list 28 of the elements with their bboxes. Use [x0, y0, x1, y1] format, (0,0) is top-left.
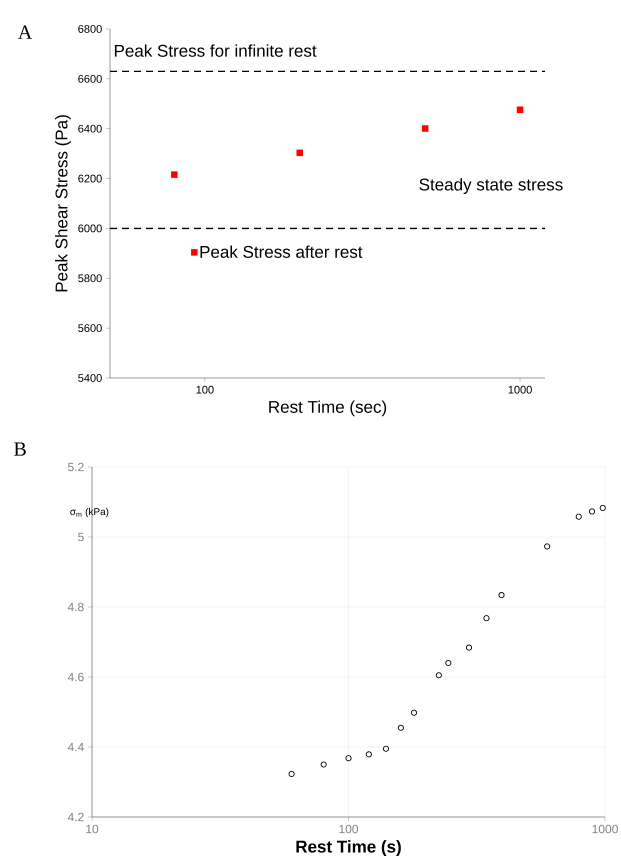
x-tick-label: 100	[196, 386, 214, 394]
x-tick-label: 1000	[592, 824, 618, 834]
y-tick-label: 6600	[78, 74, 102, 83]
y-tick-label: 4.8	[68, 602, 84, 612]
y-tick-label: 5	[78, 532, 84, 542]
y-tick-label: 4.4	[68, 742, 84, 752]
ref-line-label: Peak Stress for infinite rest	[114, 44, 317, 57]
annotation: Steady state stress	[419, 178, 563, 194]
y-tick-label: 4.2	[68, 812, 84, 822]
y-tick-label: 4.6	[68, 672, 84, 682]
x-tick-label: 100	[339, 824, 358, 834]
x-axis-title: Rest Time (sec)	[269, 400, 386, 416]
chart-title: B	[14, 442, 26, 456]
chart-title: A	[18, 26, 32, 39]
y-tick-label: 5400	[78, 374, 102, 382]
y-tick-label: 5800	[78, 274, 102, 282]
y-axis-title: Peak Shear Stress (Pa)	[55, 115, 71, 292]
y-axis-title: σ$_{m}$ (kPa)	[70, 508, 108, 518]
x-tick-label: 10	[86, 824, 98, 834]
y-tick-label: 6400	[78, 124, 102, 133]
y-tick-label: 5.2	[68, 462, 84, 472]
y-tick-label: 6000	[78, 224, 102, 232]
y-tick-label: 5600	[78, 324, 102, 332]
legend-label: Peak Stress after rest	[200, 245, 362, 258]
x-tick-label: 1000	[508, 386, 532, 394]
y-tick-label: 6800	[78, 25, 102, 33]
x-axis-title: Rest Time (s)	[296, 840, 401, 856]
y-tick-label: 6200	[78, 174, 102, 182]
